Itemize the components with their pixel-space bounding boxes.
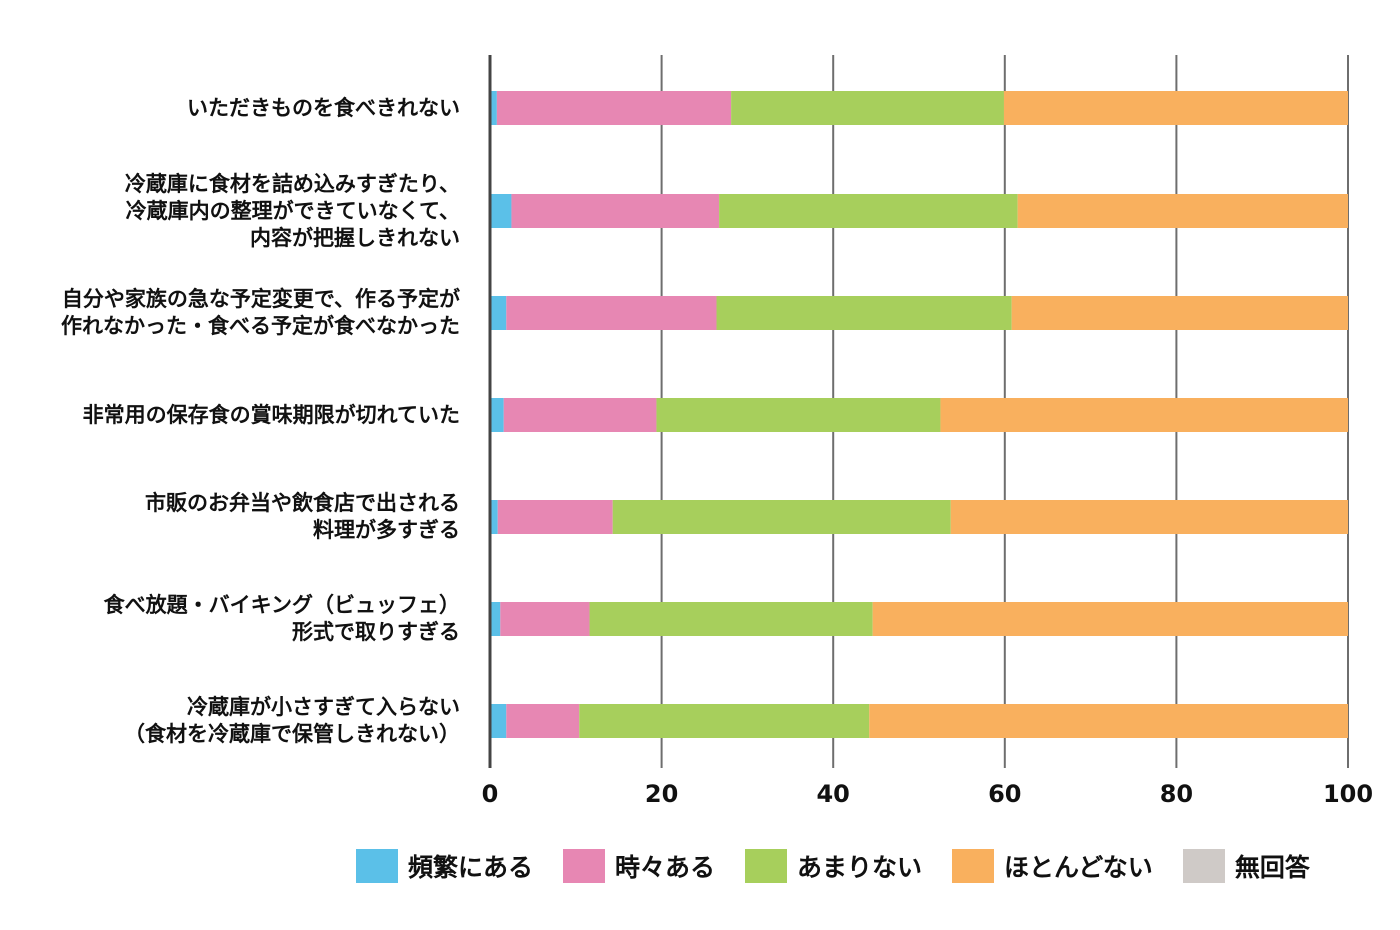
bar-segment-4-0 xyxy=(490,500,498,534)
category-label: 市販のお弁当や飲食店で出される 料理が多すぎる xyxy=(145,491,460,542)
bar-segment-1-3 xyxy=(1017,194,1348,228)
legend-swatch xyxy=(745,849,788,883)
legend-swatch xyxy=(952,849,995,883)
bar-segment-4-2 xyxy=(612,500,951,534)
legend-item: ほとんどない xyxy=(952,848,1153,884)
bar-segment-5-1 xyxy=(500,602,590,636)
legend-swatch xyxy=(1182,849,1225,883)
x-tick-label: 100 xyxy=(1323,780,1373,808)
bar-segment-6-1 xyxy=(506,704,580,738)
bar-segment-5-0 xyxy=(490,602,501,636)
bar-segment-2-2 xyxy=(716,296,1012,330)
category-label: 食べ放題・バイキング（ビュッフェ） 形式で取りすぎる xyxy=(103,593,460,644)
bar-segment-5-3 xyxy=(872,602,1348,636)
category-label: 自分や家族の急な予定変更で、作る予定が 作れなかった・食べる予定が食べなかった xyxy=(61,287,460,338)
bar-segment-2-1 xyxy=(506,296,717,330)
bars xyxy=(490,91,1348,738)
bar-segment-3-0 xyxy=(490,398,504,432)
category-label: 冷蔵庫に食材を詰め込みすぎたり、 冷蔵庫内の整理ができていなくて、 内容が把握し… xyxy=(124,171,460,250)
legend-swatch xyxy=(563,849,606,883)
bar-segment-3-3 xyxy=(940,398,1348,432)
legend-item: 頻繁にある xyxy=(356,848,533,884)
legend: 頻繁にある 時々ある あまりない ほとんどない 無回答 xyxy=(356,846,1340,886)
bar-segment-6-0 xyxy=(490,704,507,738)
x-tick-label: 60 xyxy=(988,780,1021,808)
category-label: 冷蔵庫が小さすぎて入らない （食材を冷蔵庫で保管しきれない） xyxy=(124,695,460,746)
bar-segment-1-2 xyxy=(719,194,1018,228)
bar-segment-5-2 xyxy=(589,602,873,636)
legend-label: 頻繁にある xyxy=(408,853,534,882)
bar-segment-0-0 xyxy=(490,91,497,125)
bar-segment-4-3 xyxy=(950,500,1348,534)
x-axis-ticks: 0 20 40 60 80 100 xyxy=(482,780,1373,808)
bar-segment-2-0 xyxy=(490,296,507,330)
legend-swatch xyxy=(356,849,398,883)
bar-segment-1-0 xyxy=(490,194,512,228)
legend-label: 時々ある xyxy=(615,853,716,882)
x-tick-label: 40 xyxy=(816,780,849,808)
bar-segment-4-1 xyxy=(497,500,613,534)
bar-segment-0-3 xyxy=(1003,91,1348,125)
bar-segment-0-1 xyxy=(496,91,732,125)
bar-segment-3-1 xyxy=(503,398,657,432)
bar-segment-3-2 xyxy=(656,398,941,432)
x-tick-label: 80 xyxy=(1160,780,1193,808)
legend-item: 無回答 xyxy=(1182,848,1310,884)
legend-label: ほとんどない xyxy=(1004,853,1153,882)
bar-segment-0-2 xyxy=(731,91,1004,125)
bar-segment-1-1 xyxy=(511,194,720,228)
x-tick-label: 20 xyxy=(645,780,678,808)
bar-segment-6-2 xyxy=(579,704,870,738)
bar-segment-6-3 xyxy=(869,704,1348,738)
legend-label: あまりない xyxy=(797,853,923,882)
category-label: 非常用の保存食の賞味期限が切れていた xyxy=(82,402,460,427)
legend-item: 時々ある xyxy=(563,848,715,884)
legend-label: 無回答 xyxy=(1234,853,1310,882)
legend-item: あまりない xyxy=(745,848,922,884)
category-label: いただきものを食べきれない xyxy=(187,95,460,120)
x-tick-label: 0 xyxy=(482,780,499,808)
bar-segment-2-3 xyxy=(1011,296,1348,330)
